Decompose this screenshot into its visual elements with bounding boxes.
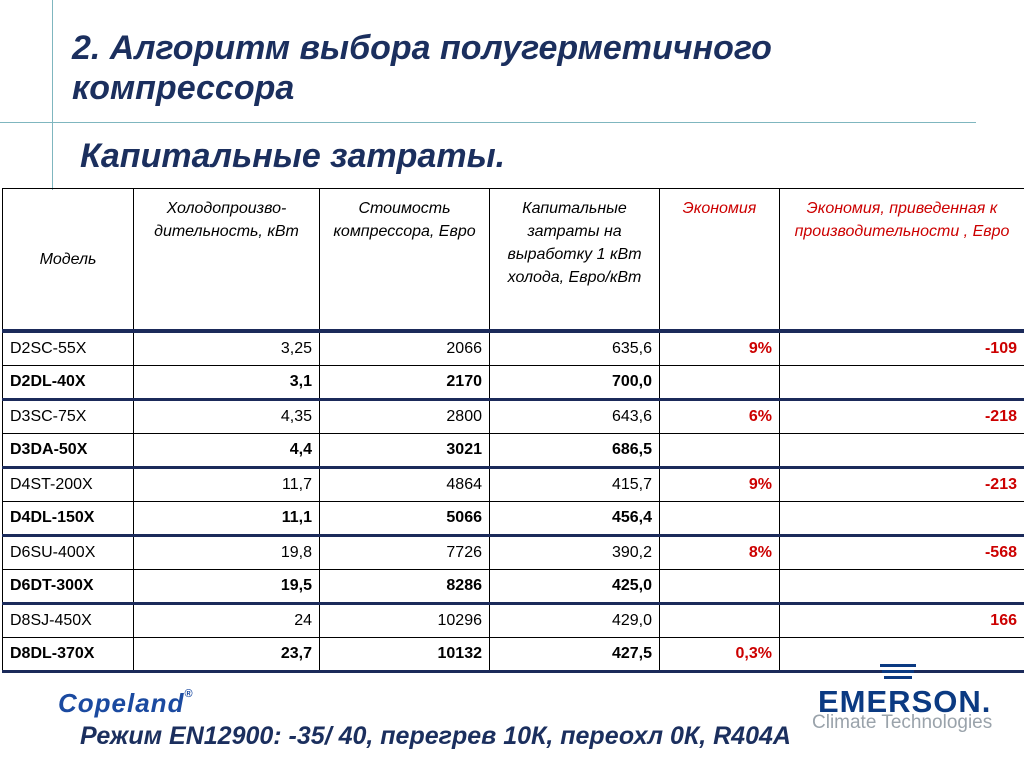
- cell-capex: 643,6: [489, 399, 660, 434]
- table-row: D4ST-200X 11,7 4864 415,7 9% -213: [2, 467, 1024, 502]
- cell-model: D2DL-40X: [2, 365, 134, 400]
- header-capex: Капитальные затраты на выработку 1 кВт х…: [489, 188, 660, 332]
- cell-capex: 456,4: [489, 501, 660, 536]
- cell-capacity: 19,8: [133, 535, 320, 570]
- slide-subtitle: Капитальные затраты.: [80, 137, 506, 175]
- table-row: D6DT-300X 19,5 8286 425,0: [2, 569, 1024, 604]
- emerson-emblem-icon: [880, 664, 916, 679]
- cell-capacity: 11,7: [133, 467, 320, 502]
- cell-saving-normalized: [779, 365, 1024, 400]
- cell-saving-normalized: [779, 569, 1024, 604]
- cell-capacity: 3,1: [133, 365, 320, 400]
- table-row: D2DL-40X 3,1 2170 700,0: [2, 365, 1024, 400]
- cell-cost: 2170: [319, 365, 490, 400]
- cell-cost: 3021: [319, 433, 490, 468]
- cell-cost: 2800: [319, 399, 490, 434]
- cell-cost: 2066: [319, 330, 490, 366]
- cell-cost: 10296: [319, 603, 490, 638]
- emerson-logo-mark: [880, 664, 916, 679]
- table-row: D4DL-150X 11,1 5066 456,4: [2, 501, 1024, 536]
- copeland-logo-text: Copeland: [58, 688, 185, 718]
- cell-cost: 8286: [319, 569, 490, 604]
- cell-saving-normalized: [779, 501, 1024, 536]
- cell-model: D8DL-370X: [2, 637, 134, 672]
- cell-capex: 429,0: [489, 603, 660, 638]
- cell-capacity: 4,35: [133, 399, 320, 434]
- cell-saving: 8%: [659, 535, 780, 570]
- header-cost: Стоимость компрессора, Евро: [319, 188, 490, 332]
- header-model: Модель: [2, 188, 134, 332]
- table-row: D2SC-55X 3,25 2066 635,6 9% -109: [2, 330, 1024, 366]
- cell-model: D3DA-50X: [2, 433, 134, 468]
- footer-note: Режим EN12900: -35/ 40, перегрев 10К, пе…: [80, 722, 791, 750]
- cell-saving: [659, 365, 780, 400]
- cell-saving-normalized: [779, 433, 1024, 468]
- cell-capacity: 11,1: [133, 501, 320, 536]
- cell-capex: 427,5: [489, 637, 660, 672]
- emerson-logo-subtitle: Climate Technologies: [812, 712, 993, 733]
- table-row: D8SJ-450X 24 10296 429,0 166: [2, 603, 1024, 638]
- cell-capacity: 24: [133, 603, 320, 638]
- cell-saving: [659, 569, 780, 604]
- cell-saving: 0,3%: [659, 637, 780, 672]
- copeland-logo: Copeland®: [58, 688, 194, 719]
- header-saving: Экономия: [659, 188, 780, 332]
- cell-capex: 425,0: [489, 569, 660, 604]
- compressor-table: Модель Холодопроизво-дительность, кВт Ст…: [2, 188, 1024, 673]
- cell-capex: 700,0: [489, 365, 660, 400]
- cell-model: D6DT-300X: [2, 569, 134, 604]
- cell-model: D3SC-75X: [2, 399, 134, 434]
- cell-saving: 9%: [659, 467, 780, 502]
- cell-saving: 9%: [659, 330, 780, 366]
- table-row: D6SU-400X 19,8 7726 390,2 8% -568: [2, 535, 1024, 570]
- table-row: D3SC-75X 4,35 2800 643,6 6% -218: [2, 399, 1024, 434]
- cell-saving: [659, 433, 780, 468]
- cell-capex: 390,2: [489, 535, 660, 570]
- cell-cost: 4864: [319, 467, 490, 502]
- table-row: D3DA-50X 4,4 3021 686,5: [2, 433, 1024, 468]
- cell-saving: [659, 501, 780, 536]
- cell-model: D2SC-55X: [2, 330, 134, 366]
- slide-title: 2. Алгоритм выбора полугерметичного комп…: [72, 29, 772, 107]
- decorative-vertical-rule: [52, 0, 53, 190]
- cell-capacity: 23,7: [133, 637, 320, 672]
- cell-capex: 635,6: [489, 330, 660, 366]
- cell-saving: [659, 603, 780, 638]
- cell-capacity: 4,4: [133, 433, 320, 468]
- cell-cost: 5066: [319, 501, 490, 536]
- header-saving-normalized: Экономия, приведенная к производительнос…: [779, 188, 1024, 332]
- cell-capacity: 19,5: [133, 569, 320, 604]
- cell-capex: 686,5: [489, 433, 660, 468]
- cell-saving-normalized: -213: [779, 467, 1024, 502]
- cell-model: D4DL-150X: [2, 501, 134, 536]
- table-header-row: Модель Холодопроизво-дительность, кВт Ст…: [2, 188, 1024, 332]
- cell-saving-normalized: -218: [779, 399, 1024, 434]
- cell-saving: 6%: [659, 399, 780, 434]
- cell-capacity: 3,25: [133, 330, 320, 366]
- cell-saving-normalized: -568: [779, 535, 1024, 570]
- cell-model: D4ST-200X: [2, 467, 134, 502]
- decorative-horizontal-rule: [0, 122, 976, 123]
- cell-cost: 10132: [319, 637, 490, 672]
- cell-saving-normalized: -109: [779, 330, 1024, 366]
- cell-saving-normalized: 166: [779, 603, 1024, 638]
- cell-capex: 415,7: [489, 467, 660, 502]
- header-capacity: Холодопроизво-дительность, кВт: [133, 188, 320, 332]
- emerson-logo-text: EMERSON.: [818, 684, 992, 719]
- cell-cost: 7726: [319, 535, 490, 570]
- cell-model: D6SU-400X: [2, 535, 134, 570]
- registered-mark: ®: [184, 688, 194, 700]
- cell-model: D8SJ-450X: [2, 603, 134, 638]
